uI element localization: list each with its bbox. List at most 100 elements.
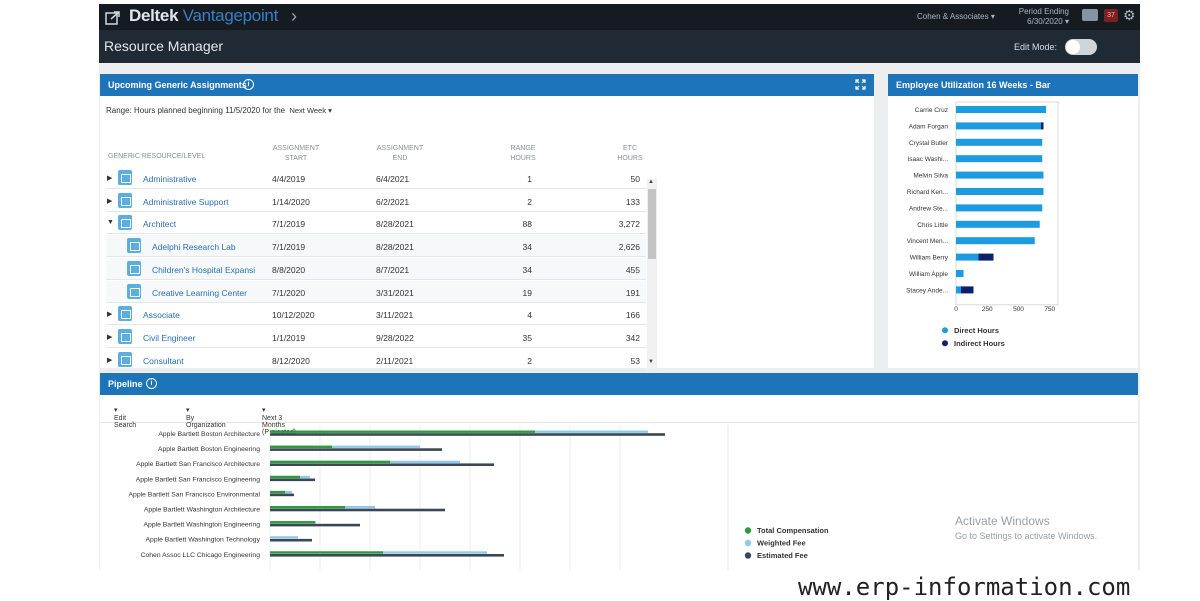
estimated-fee-bar[interactable]: [270, 478, 315, 482]
direct-hours-bar[interactable]: [956, 253, 979, 261]
estimated-fee-bar[interactable]: [270, 448, 442, 451]
table-row[interactable]: Creative Learning Center 7/1/2020 3/31/202…: [106, 280, 646, 303]
category-label: Apple Bartlett Washington Architecture: [144, 507, 260, 514]
legend-label[interactable]: Total Compensation: [757, 526, 829, 535]
direct-hours-bar[interactable]: [956, 237, 1035, 245]
pipeline-filters: Edit Search ▾ By Organization ▾ Next 3 M…: [100, 397, 1138, 436]
exit-icon[interactable]: [105, 10, 121, 25]
estimated-fee-bar[interactable]: [270, 508, 445, 512]
expand-icon[interactable]: [888, 96, 899, 107]
legend-label[interactable]: Indirect Hours: [954, 339, 1005, 348]
total-compensation-bar[interactable]: [270, 521, 315, 524]
legend-label[interactable]: Weighted Fee: [757, 539, 806, 548]
total-compensation-bar[interactable]: [270, 551, 383, 554]
resource-name[interactable]: Consultant: [143, 355, 184, 366]
weighted-fee-bar[interactable]: [270, 536, 298, 539]
table-row[interactable]: ▶ Civil Engineer 1/1/2019 9/28/2022 35 342: [106, 326, 646, 348]
resource-name[interactable]: Architect: [143, 219, 177, 230]
assignments-title: Upcoming Generic Assignments: [108, 80, 247, 90]
total-compensation-bar[interactable]: [270, 445, 332, 448]
range-select[interactable]: Next Week ▾: [289, 106, 332, 115]
edit-mode-toggle[interactable]: [1065, 39, 1097, 55]
resource-name[interactable]: Associate: [143, 310, 180, 321]
caret-right-icon[interactable]: ▶: [107, 311, 113, 319]
table-row[interactable]: ▶ Administrative 4/4/2019 6/4/2021 1 50: [106, 167, 646, 189]
grid-scrollbar[interactable]: ▲ ▼: [647, 179, 657, 369]
caret-right-icon[interactable]: ▶: [107, 197, 113, 205]
table-row[interactable]: Children's Hospital Expansi 8/8/2020 8/7/2…: [106, 257, 646, 280]
direct-hours-bar[interactable]: [956, 204, 1043, 212]
direct-hours-bar[interactable]: [956, 270, 964, 277]
caret-down-icon[interactable]: ▼: [107, 219, 114, 227]
resource-name[interactable]: Adelphi Research Lab: [152, 242, 236, 253]
weighted-fee-bar[interactable]: [270, 445, 420, 448]
expand-icon[interactable]: [100, 423, 111, 434]
resource-name[interactable]: Creative Learning Center: [152, 287, 247, 298]
table-row[interactable]: ▼ Architect 7/1/2019 8/28/2021 88 3,272: [106, 212, 646, 235]
total-compensation-bar[interactable]: [270, 475, 300, 479]
indirect-hours-bar[interactable]: [1041, 122, 1044, 130]
alert-badge[interactable]: 37: [1104, 9, 1118, 22]
table-row[interactable]: ▶ Administrative Support 1/14/2020 6/2/2021…: [106, 190, 646, 212]
direct-hours-bar[interactable]: [956, 286, 961, 294]
chat-icon[interactable]: [1082, 9, 1098, 21]
col-header-resource[interactable]: GENERIC RESOURCE/LEVEL: [108, 153, 206, 160]
direct-hours-bar[interactable]: [956, 155, 1043, 163]
total-compensation-bar[interactable]: [270, 460, 390, 464]
assignment-end: 8/28/2021: [376, 242, 414, 253]
resource-name[interactable]: Children's Hospital Expansi: [152, 264, 256, 275]
resource-name[interactable]: Administrative: [143, 174, 197, 184]
range-hours: 2: [527, 355, 532, 366]
total-compensation-bar[interactable]: [270, 490, 285, 494]
organization-dropdown[interactable]: By Organization ▾: [186, 407, 226, 429]
direct-hours-bar[interactable]: [956, 171, 1044, 179]
col-header-etc-hours[interactable]: ETC HOURS: [617, 145, 643, 162]
scroll-thumb[interactable]: [648, 189, 656, 259]
table-row[interactable]: ▶ Consultant 8/12/2020 2/11/2021 2 53: [106, 349, 646, 371]
caret-right-icon[interactable]: ▶: [107, 356, 113, 364]
legend-label[interactable]: Direct Hours: [954, 326, 999, 335]
company-selector[interactable]: Cohen & Associates ▾: [917, 12, 995, 21]
caret-right-icon[interactable]: ▶: [107, 175, 113, 182]
col-header-range-hours[interactable]: RANGE HOURS: [510, 145, 536, 162]
estimated-fee-bar[interactable]: [270, 463, 494, 466]
edit-search-dropdown[interactable]: Edit Search ▾: [114, 407, 137, 429]
info-icon[interactable]: i: [243, 79, 254, 90]
col-header-start[interactable]: ASSIGNMENT START: [272, 145, 320, 162]
brand-logo[interactable]: Deltek Vantagepoint: [129, 6, 278, 26]
category-label: William Apple: [909, 271, 948, 278]
resource-name[interactable]: Administrative Support: [143, 196, 229, 207]
etc-hours: 166: [625, 310, 640, 321]
col-header-end[interactable]: ASSIGNMENT END: [376, 145, 424, 162]
period-ending[interactable]: Period Ending 6/30/2020 ▾: [1017, 7, 1069, 27]
direct-hours-bar[interactable]: [956, 106, 1046, 113]
total-compensation-bar[interactable]: [270, 430, 535, 433]
table-row[interactable]: Adelphi Research Lab 7/1/2019 8/28/2021 34 2…: [106, 235, 646, 258]
indirect-hours-bar[interactable]: [978, 253, 994, 261]
assignment-end: 3/31/2021: [376, 287, 414, 298]
caret-right-icon[interactable]: ▶: [107, 333, 113, 341]
resource-name[interactable]: Civil Engineer: [143, 332, 196, 343]
direct-hours-bar[interactable]: [956, 138, 1043, 146]
total-compensation-bar[interactable]: [270, 506, 345, 509]
chevron-right-icon[interactable]: ›: [291, 6, 297, 26]
expand-icon[interactable]: [855, 79, 866, 90]
page-title: Resource Manager: [104, 38, 224, 54]
info-icon[interactable]: i: [146, 378, 157, 389]
estimated-fee-bar[interactable]: [270, 433, 665, 436]
scroll-down-icon[interactable]: ▼: [648, 359, 654, 365]
table-row[interactable]: ▶ Associate 10/12/2020 3/11/2021 4 166: [106, 303, 646, 326]
estimated-fee-bar[interactable]: [270, 554, 504, 557]
period-dropdown[interactable]: Next 3 Months (Projected) ▾: [262, 407, 296, 436]
direct-hours-bar[interactable]: [956, 188, 1044, 195]
estimated-fee-bar[interactable]: [270, 523, 360, 527]
category-label: Chris Little: [917, 222, 948, 229]
estimated-fee-bar[interactable]: [270, 493, 294, 497]
legend-label[interactable]: Estimated Fee: [757, 551, 808, 560]
direct-hours-bar[interactable]: [956, 122, 1041, 130]
indirect-hours-bar[interactable]: [961, 286, 974, 294]
direct-hours-bar[interactable]: [956, 220, 1040, 228]
gear-icon[interactable]: ⚙: [1123, 7, 1136, 23]
estimated-fee-bar[interactable]: [270, 538, 312, 542]
scroll-up-icon[interactable]: ▲: [648, 179, 654, 185]
